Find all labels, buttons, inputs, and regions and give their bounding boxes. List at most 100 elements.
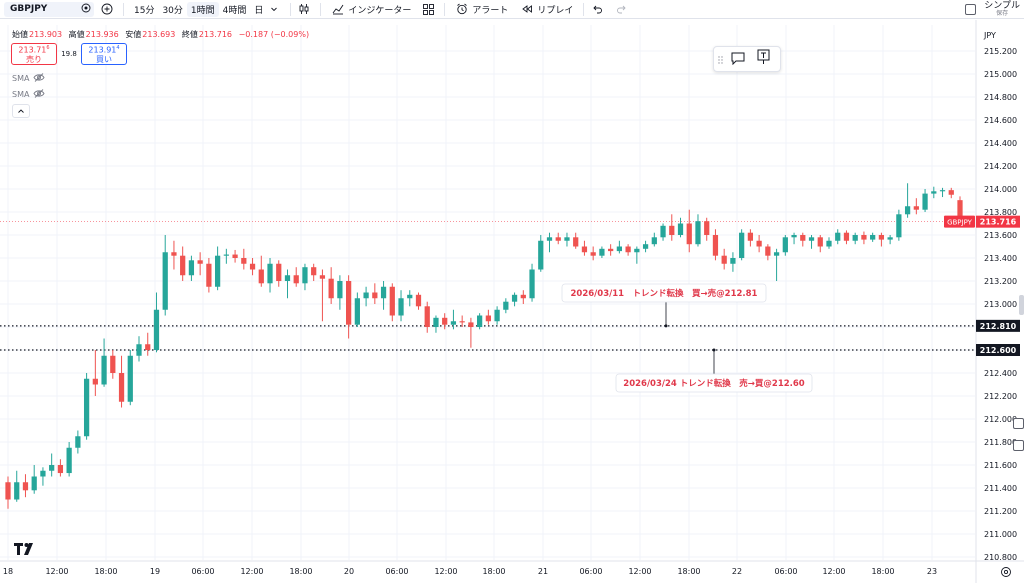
candle-body <box>939 190 946 192</box>
candle-body <box>40 470 46 477</box>
candle-body <box>546 237 553 241</box>
replay-button[interactable]: リプレイ <box>516 2 577 17</box>
indicators-label: インジケーター <box>348 5 412 16</box>
sell-button[interactable]: 213.716 売り <box>11 43 57 65</box>
gear-icon[interactable] <box>1000 563 1012 577</box>
eye-hidden-icon[interactable] <box>33 73 45 84</box>
y-tick-label: 212.200 <box>984 392 1017 401</box>
x-tick-label: 06:00 <box>191 567 214 576</box>
candle-body <box>450 321 457 325</box>
collapse-legend-button[interactable] <box>12 104 30 118</box>
candle-body <box>223 254 229 256</box>
candle-body <box>695 221 701 245</box>
x-tick-label: 18:00 <box>289 567 312 576</box>
candle-body <box>660 225 666 238</box>
candle-body <box>494 309 500 322</box>
side-panel-toggle-2[interactable] <box>1013 440 1024 451</box>
tradingview-logo[interactable] <box>14 540 38 555</box>
buy-price-sup: 4 <box>116 45 120 52</box>
annotation-anchor <box>712 348 716 352</box>
drag-handle-icon[interactable] <box>718 50 723 69</box>
candle-body <box>913 206 919 210</box>
candle-body <box>538 240 544 270</box>
floating-drawing-toolbar <box>713 46 781 72</box>
symbol-search[interactable]: GBPJPY <box>4 1 94 17</box>
line-price-tag <box>976 319 1020 332</box>
candle-body <box>407 294 413 299</box>
candle-body <box>284 275 291 281</box>
simple-mode-toggle[interactable]: シンプル 保存 <box>965 0 1020 19</box>
compare-symbol-icon[interactable] <box>100 2 114 16</box>
undo-icon[interactable] <box>590 2 604 16</box>
indicators-button[interactable]: インジケーター <box>327 2 415 17</box>
annotation-box[interactable] <box>615 373 813 393</box>
y-tick-label: 213.400 <box>984 254 1017 263</box>
candle-body <box>721 255 727 264</box>
annotation-box[interactable] <box>561 283 767 303</box>
sma-indicator-1[interactable]: SMA <box>12 73 45 84</box>
side-panel-toggle-1[interactable] <box>1013 418 1024 429</box>
candle-body <box>459 321 465 323</box>
candle-style-icon[interactable] <box>297 2 311 16</box>
x-tick-label: 20 <box>344 567 354 576</box>
eye-hidden-icon[interactable] <box>33 89 45 100</box>
save-label[interactable]: 保存 <box>996 9 1009 17</box>
interval-1h[interactable]: 1時間 <box>186 1 219 17</box>
candle-body <box>931 191 937 194</box>
x-tick-label: 18:00 <box>871 567 894 576</box>
candle-body <box>887 237 893 240</box>
symbol-menu-icon[interactable] <box>81 3 91 16</box>
candle-body <box>625 246 631 253</box>
text-tool-icon[interactable] <box>757 49 770 69</box>
comment-icon[interactable] <box>731 50 745 69</box>
candle-body <box>180 255 186 276</box>
candle-body <box>686 223 692 245</box>
candle-body <box>511 294 518 302</box>
top-toolbar: GBPJPY 15分 30分 1時間 4時間 日 インジケーター <box>0 0 1024 19</box>
candle-body <box>337 281 343 299</box>
y-tick-label: 211.600 <box>984 461 1017 470</box>
sma-indicator-2[interactable]: SMA <box>12 89 45 100</box>
candle-body <box>896 214 902 238</box>
x-tick-label: 12:00 <box>822 567 845 576</box>
interval-1d[interactable]: 日 <box>254 5 264 16</box>
candle-body <box>22 482 29 491</box>
interval-4h[interactable]: 4時間 <box>222 5 247 16</box>
buy-button[interactable]: 213.914 買い <box>81 43 127 65</box>
candle-body <box>319 275 326 279</box>
interval-30m[interactable]: 30分 <box>162 5 183 16</box>
y-tick-label: 213.000 <box>984 300 1017 309</box>
chevron-down-icon[interactable] <box>267 2 281 16</box>
interval-15m[interactable]: 15分 <box>134 5 155 16</box>
candle-body <box>214 255 221 287</box>
right-panel-handle[interactable] <box>1019 295 1024 315</box>
toolbar-divider <box>583 2 585 16</box>
redo-icon[interactable] <box>615 2 629 16</box>
candle-body <box>773 252 780 256</box>
candle-body <box>118 373 125 402</box>
candle-body <box>677 223 684 235</box>
high-value: 213.936 <box>85 30 119 39</box>
y-tick-label: 213.600 <box>984 231 1017 240</box>
candle-body <box>311 267 317 276</box>
candle-body <box>267 263 273 284</box>
candle-body <box>415 294 422 307</box>
x-tick-label: 12:00 <box>45 567 68 576</box>
candle-body <box>843 232 850 241</box>
x-tick-label: 18:00 <box>677 567 700 576</box>
alert-button[interactable]: アラート <box>451 2 512 17</box>
layout-grid-icon[interactable] <box>421 2 435 16</box>
candle-body <box>957 200 963 222</box>
annotation-text: 2026/03/24 トレンド転換 売→買@212.60 <box>623 378 804 389</box>
annotation-anchor <box>664 324 668 328</box>
candle-body <box>398 298 404 316</box>
x-tick-label: 12:00 <box>628 567 651 576</box>
simple-mode-checkbox[interactable] <box>965 4 977 15</box>
alarm-clock-icon <box>455 2 469 16</box>
candle-body <box>83 378 90 437</box>
x-tick-label: 18:00 <box>94 567 117 576</box>
candle-body <box>380 286 387 299</box>
candle-body <box>328 278 334 299</box>
